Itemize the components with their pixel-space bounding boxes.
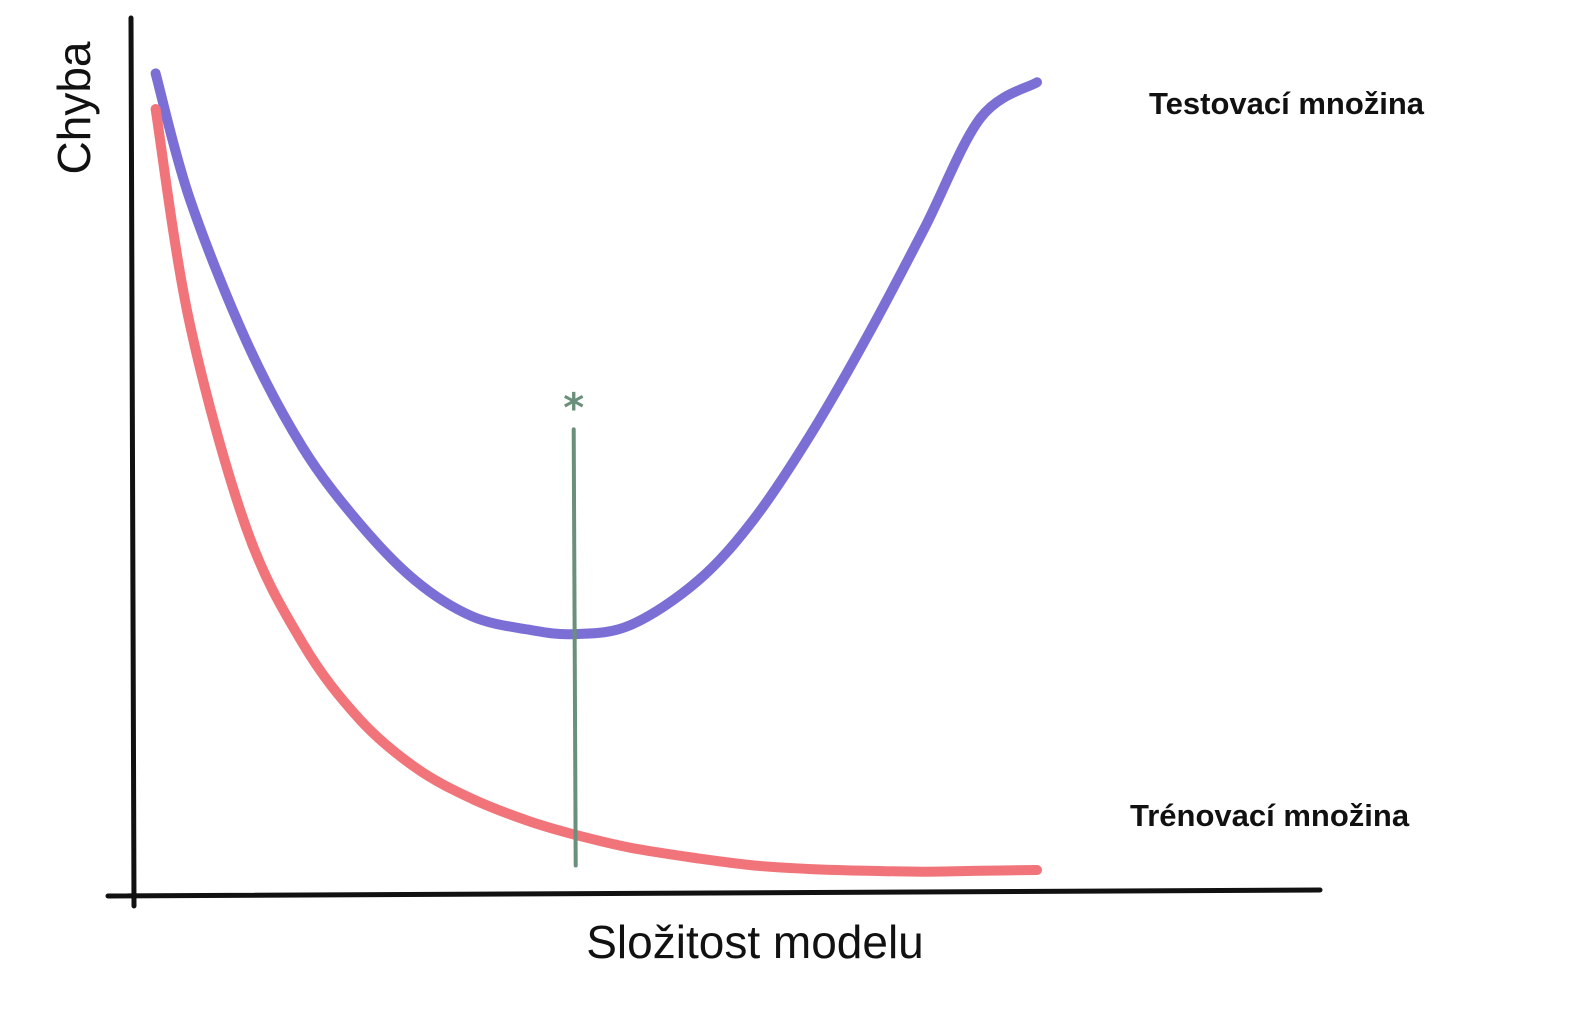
y-axis-title: Chyba [48,41,100,174]
optimum-marker-line [571,427,578,868]
series-line-test [150,68,1042,640]
series-layer [150,68,1042,877]
y-axis [128,15,137,909]
series-label-test: Testovací množina [1149,86,1425,121]
x-axis-title: Složitost modelu [586,916,924,968]
annotation-layer: * [563,385,584,868]
axes [105,15,1323,909]
optimum-marker-asterisk: * [563,385,584,431]
x-axis [105,887,1323,899]
series-line-train [150,104,1042,877]
series-label-train: Trénovací množina [1130,798,1410,833]
